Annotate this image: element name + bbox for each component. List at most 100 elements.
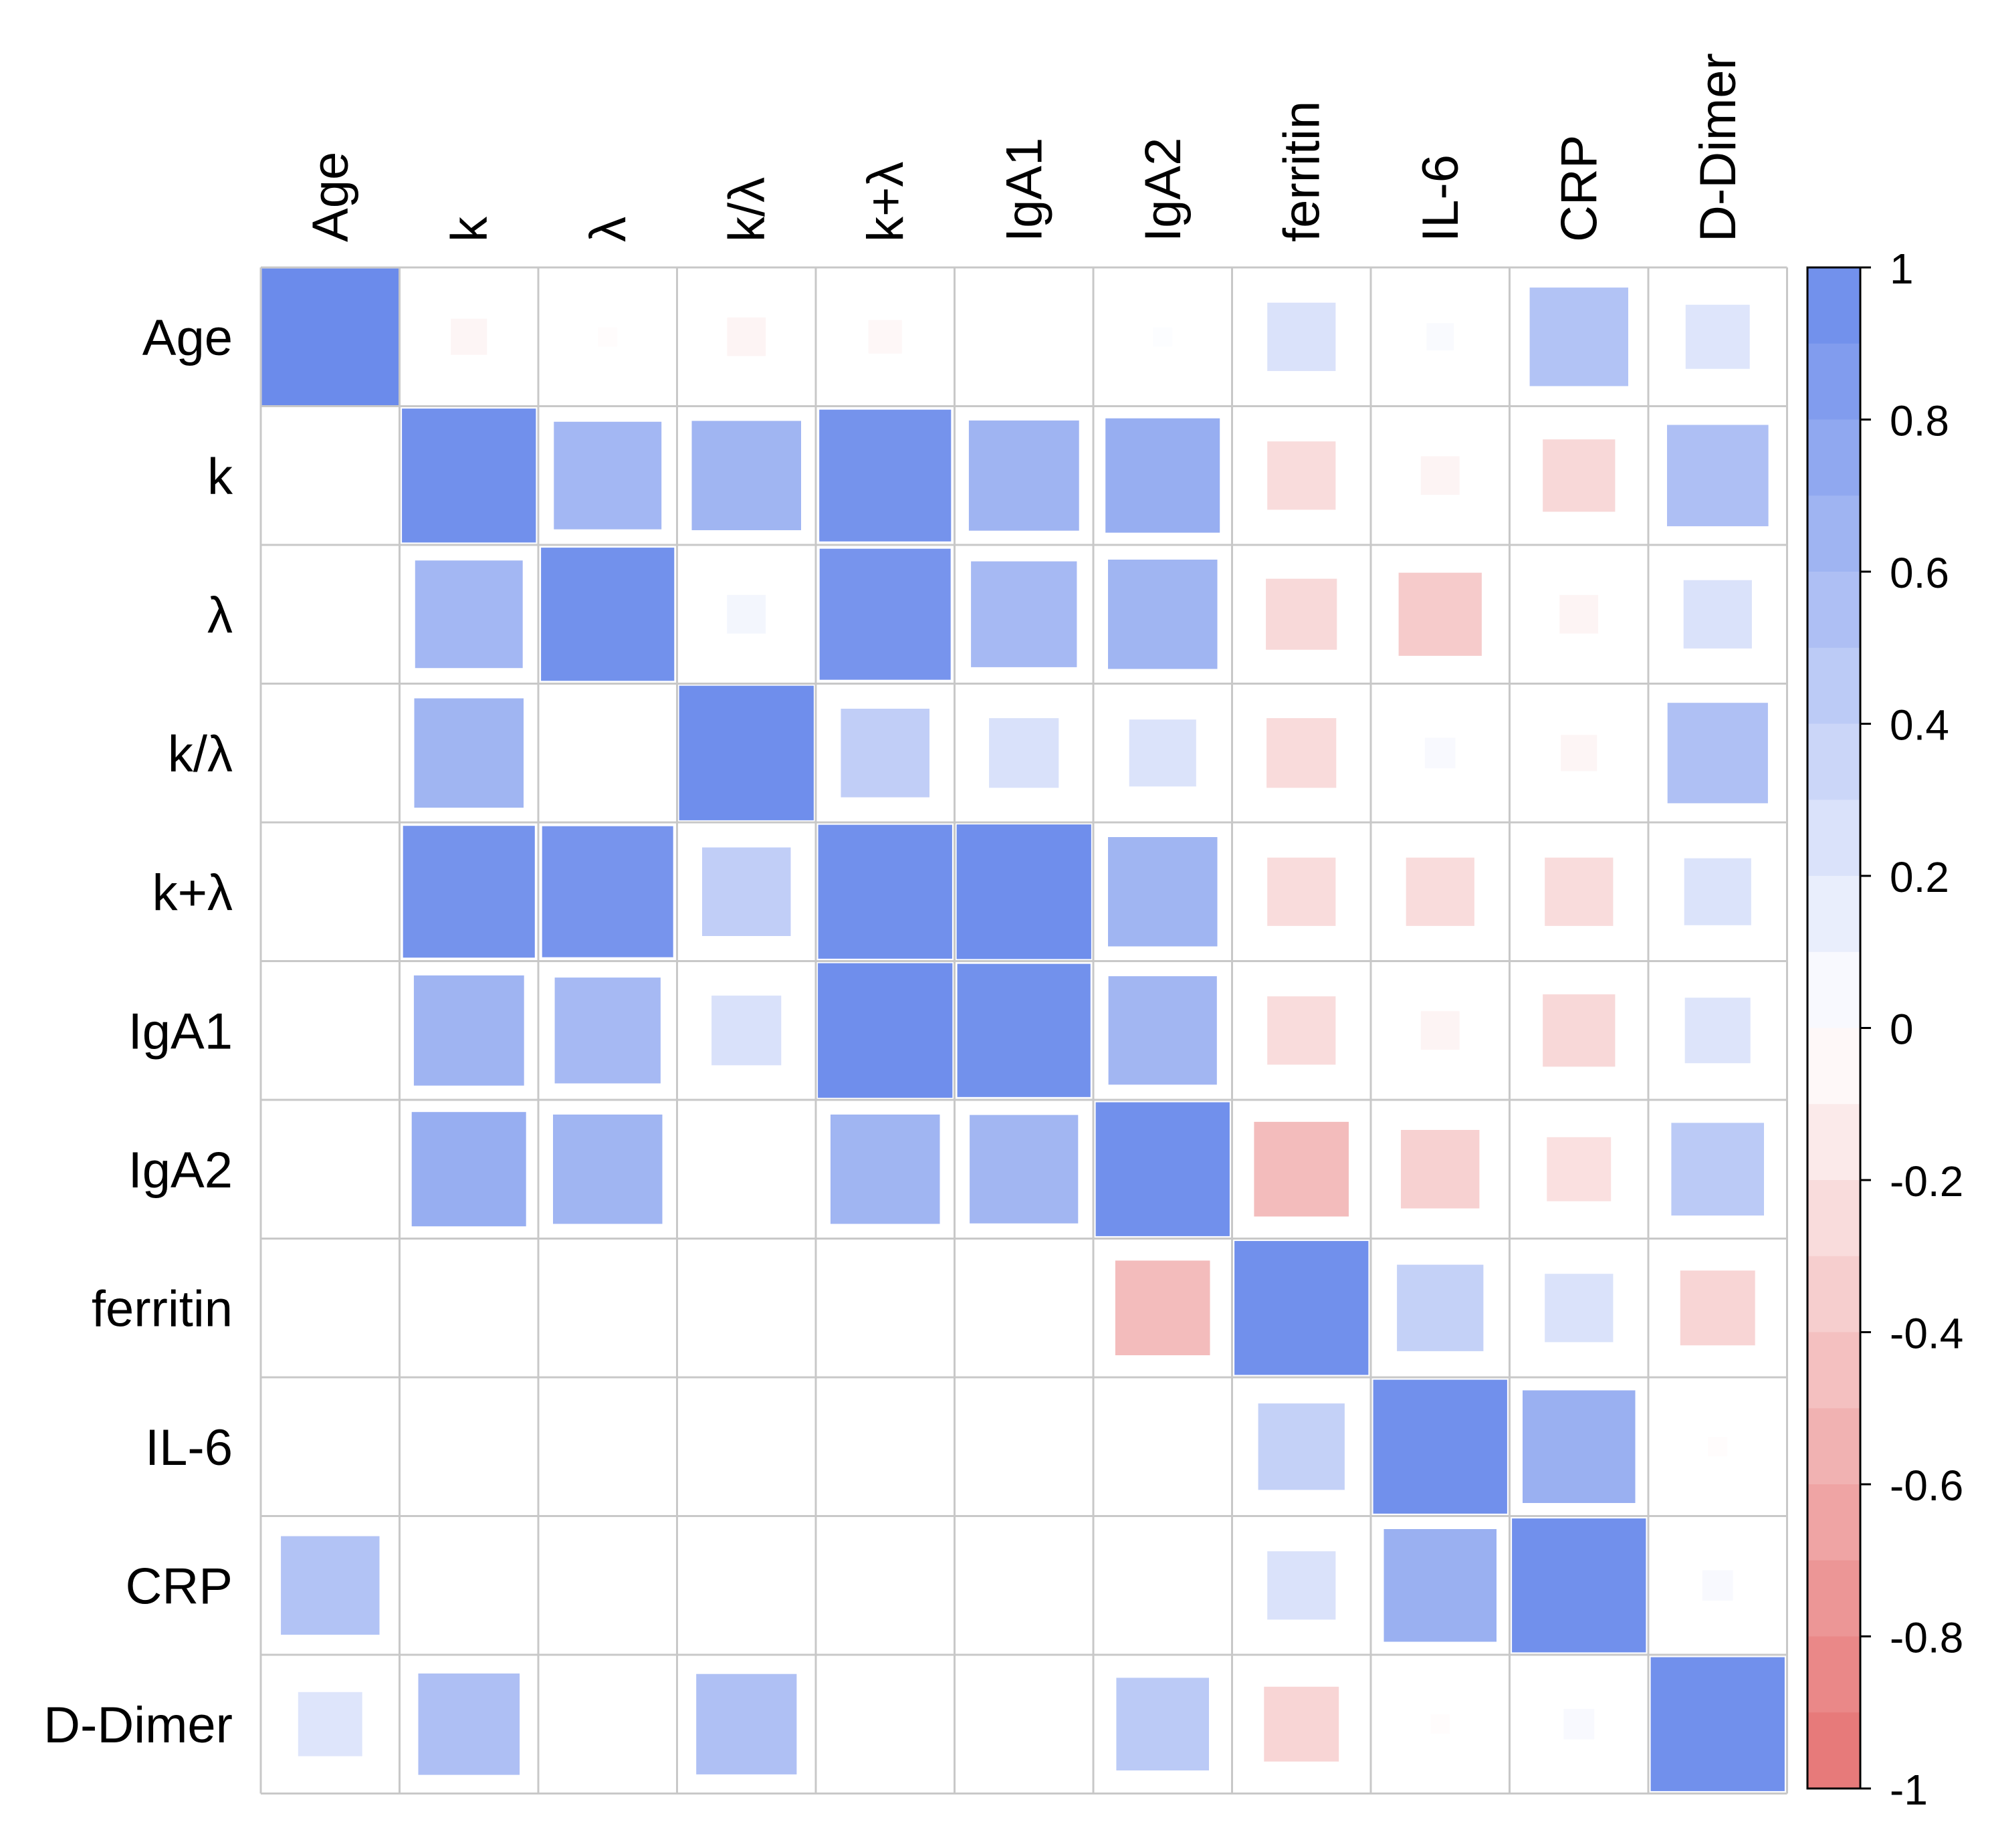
heatmap-cell-d-dimer-crp: [1563, 1708, 1595, 1740]
col-label-k: k: [441, 216, 498, 242]
legend-step: [1807, 267, 1860, 344]
legend-tick-label: 0.2: [1890, 853, 1949, 901]
legend-tick-label: 0.6: [1890, 549, 1949, 597]
heatmap-cell-k-iga1: [968, 420, 1079, 531]
heatmap-cell-k-il-6: [1420, 456, 1460, 495]
col-label-d-dimer: D-Dimer: [1690, 53, 1747, 242]
heatmap-cell-il-6-crp: [1523, 1390, 1636, 1503]
col-label-iga1: IgA1: [996, 138, 1053, 242]
col-label-iga2: IgA2: [1135, 138, 1192, 242]
legend-step: [1807, 1560, 1860, 1637]
col-label-k-over-lambda: k/λ: [718, 177, 775, 242]
heatmap-cell-il-6-ferritin: [1258, 1403, 1345, 1490]
heatmap-cell-age-k: [451, 318, 487, 355]
heatmap-cell-lambda-k-over-lambda: [727, 594, 766, 634]
heatmap-cell-lambda-crp: [1559, 594, 1599, 634]
heatmap-cell-iga2-d-dimer: [1671, 1123, 1764, 1216]
heatmap-cell-lambda-iga1: [971, 561, 1077, 667]
heatmap-cell-iga2-iga1: [970, 1115, 1079, 1224]
heatmap-cell-ferritin-ferritin: [1234, 1241, 1369, 1375]
col-label-age: Age: [302, 152, 359, 242]
heatmap-cell-iga1-d-dimer: [1684, 998, 1751, 1064]
heatmap-cell-k-over-lambda-k-over-lambda: [679, 685, 814, 820]
heatmap-cell-k-k-over-lambda: [691, 421, 801, 530]
legend-step: [1807, 419, 1860, 496]
heatmap-cell-d-dimer-age: [298, 1692, 362, 1756]
heatmap-cell-k-plus-lambda-k-over-lambda: [702, 847, 791, 936]
legend-tick-label: 0.4: [1890, 701, 1949, 749]
heatmap-cell-crp-d-dimer: [1702, 1570, 1733, 1601]
heatmap-cell-k-ferritin: [1267, 441, 1336, 510]
row-label-iga2: IgA2: [128, 1142, 233, 1199]
row-label-age: Age: [142, 310, 233, 366]
legend-tick-label: 1: [1890, 245, 1914, 293]
heatmap-cell-age-ferritin: [1267, 302, 1336, 371]
legend-tick-label: 0.8: [1890, 397, 1949, 445]
heatmap-cell-k-over-lambda-il-6: [1424, 737, 1456, 769]
legend-step: [1807, 1712, 1860, 1789]
heatmap-cell-k-plus-lambda-k: [403, 826, 535, 958]
heatmap-cell-ferritin-il-6: [1397, 1264, 1484, 1351]
heatmap-cell-iga2-ferritin: [1254, 1121, 1349, 1217]
row-label-lambda: λ: [207, 587, 233, 644]
heatmap-cell-k-over-lambda-d-dimer: [1667, 703, 1768, 804]
heatmap-cell-iga1-k-plus-lambda: [818, 963, 953, 1098]
heatmap-cell-iga2-k: [411, 1112, 526, 1227]
heatmap-cell-il-6-il-6: [1373, 1379, 1507, 1514]
heatmap-cell-age-iga2: [1153, 327, 1173, 347]
heatmap-cell-iga1-crp: [1543, 994, 1616, 1067]
heatmap-cell-age-lambda: [598, 327, 618, 347]
legend-step: [1807, 1332, 1860, 1409]
legend-step: [1807, 495, 1860, 572]
col-label-k-plus-lambda: k+λ: [857, 162, 914, 242]
heatmap-cell-crp-age: [281, 1536, 380, 1635]
heatmap-grid: [259, 266, 1788, 1795]
heatmap-cell-age-iga1: [1022, 336, 1025, 338]
legend-tick-label: -1: [1890, 1766, 1928, 1814]
heatmap-cell-iga2-iga2: [1095, 1102, 1230, 1236]
heatmap-cell-k-d-dimer: [1667, 425, 1769, 527]
heatmap-cell-age-age: [261, 268, 399, 405]
heatmap-cell-k-k-plus-lambda: [819, 409, 952, 542]
row-label-k: k: [207, 448, 233, 505]
heatmap-cell-k-over-lambda-iga2: [1129, 719, 1196, 787]
heatmap-cell-lambda-il-6: [1398, 572, 1482, 656]
heatmap-cell-iga1-k-over-lambda: [711, 996, 782, 1066]
heatmap-cell-k-plus-lambda-k-plus-lambda: [818, 824, 952, 959]
heatmap-cell-iga2-il-6: [1401, 1130, 1480, 1209]
heatmap-cell-il-6-d-dimer: [1708, 1437, 1728, 1457]
heatmap-cell-k-over-lambda-ferritin: [1266, 718, 1337, 788]
heatmap-cell-age-k-over-lambda: [727, 317, 766, 356]
legend-step: [1807, 1408, 1860, 1485]
heatmap-cell-k-plus-lambda-il-6: [1406, 857, 1474, 926]
heatmap-cell-k-plus-lambda-crp: [1545, 857, 1614, 926]
heatmap-cell-iga2-k-plus-lambda: [831, 1115, 940, 1224]
legend-tick-label: -0.2: [1890, 1157, 1963, 1205]
heatmap-cells: [261, 268, 1785, 1791]
heatmap-cell-age-d-dimer: [1685, 304, 1750, 369]
row-labels: Age k λ k/λ k+λ IgA1 IgA2 ferritin IL-6 CRP D-Dime…: [43, 310, 233, 1754]
heatmap-cell-ferritin-iga2: [1115, 1260, 1210, 1355]
row-label-ferritin: ferritin: [92, 1280, 233, 1337]
heatmap-cell-k-plus-lambda-ferritin: [1267, 857, 1336, 926]
legend-step: [1807, 1180, 1860, 1257]
row-label-il-6: IL-6: [145, 1419, 233, 1476]
heatmap-cell-ferritin-d-dimer: [1680, 1270, 1755, 1346]
legend-step: [1807, 1484, 1860, 1561]
heatmap-cell-k-plus-lambda-d-dimer: [1684, 858, 1751, 925]
heatmap-cell-lambda-k: [415, 560, 523, 669]
heatmap-cell-lambda-k-plus-lambda: [819, 548, 951, 680]
heatmap-cell-age-il-6: [1426, 323, 1454, 351]
heatmap-cell-d-dimer-k-over-lambda: [696, 1673, 797, 1774]
heatmap-cell-k-over-lambda-crp: [1561, 735, 1597, 772]
heatmap-cell-lambda-ferritin: [1266, 578, 1337, 650]
heatmap-cell-k-plus-lambda-iga2: [1108, 837, 1218, 947]
heatmap-cell-age-crp: [1529, 287, 1628, 386]
heatmap-cell-crp-ferritin: [1267, 1551, 1336, 1620]
heatmap-cell-iga1-ferritin: [1267, 996, 1336, 1065]
legend-tick-label: -0.8: [1890, 1614, 1963, 1662]
legend-tick-label: 0: [1890, 1006, 1914, 1054]
row-label-k-over-lambda: k/λ: [168, 725, 233, 782]
column-labels: Age k λ k/λ k+λ IgA1 IgA2 ferritin IL-6 CRP D-Dime…: [302, 53, 1747, 242]
